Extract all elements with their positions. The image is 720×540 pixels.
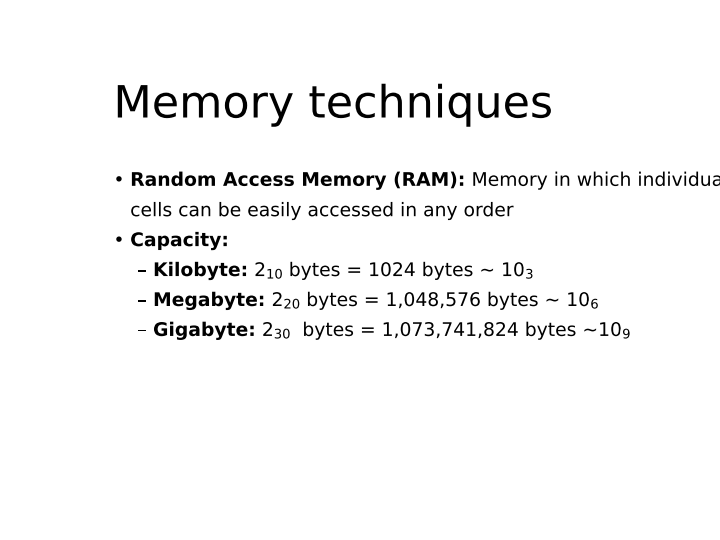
Text: 9: 9 (622, 328, 631, 341)
Text: •: • (114, 231, 125, 250)
Text: bytes = 1,073,741,824 bytes ~10: bytes = 1,073,741,824 bytes ~10 (290, 321, 622, 340)
Text: 2: 2 (266, 291, 284, 310)
Text: –: – (138, 261, 147, 280)
Text: –: – (138, 291, 147, 310)
Text: –: – (138, 321, 147, 340)
Text: Random Access Memory (RAM):: Random Access Memory (RAM): (130, 171, 466, 190)
Text: Memory techniques: Memory techniques (114, 84, 554, 126)
Text: 30: 30 (274, 328, 290, 341)
Text: bytes = 1024 bytes ~ 10: bytes = 1024 bytes ~ 10 (283, 261, 525, 280)
Text: cells can be easily accessed in any order: cells can be easily accessed in any orde… (130, 201, 513, 220)
Text: •: • (114, 171, 125, 190)
Text: 3: 3 (525, 268, 534, 281)
Text: Memory in which individual: Memory in which individual (466, 171, 720, 190)
Text: 6: 6 (590, 299, 598, 312)
Text: Capacity:: Capacity: (130, 231, 229, 250)
Text: 2: 2 (248, 261, 266, 280)
Text: 2: 2 (256, 321, 274, 340)
Text: Megabyte:: Megabyte: (153, 291, 266, 310)
Text: 10: 10 (266, 268, 283, 281)
Text: Gigabyte:: Gigabyte: (153, 321, 256, 340)
Text: Kilobyte:: Kilobyte: (153, 261, 248, 280)
Text: bytes = 1,048,576 bytes ~ 10: bytes = 1,048,576 bytes ~ 10 (300, 291, 590, 310)
Text: 20: 20 (284, 299, 300, 312)
